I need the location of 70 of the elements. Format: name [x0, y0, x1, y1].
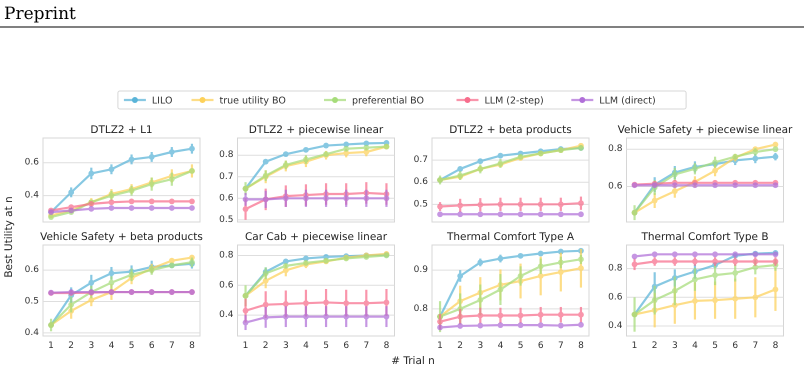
y-tick-label: 0.7: [219, 172, 234, 182]
x-tick-label: 3: [672, 341, 678, 351]
x-tick-label: 6: [343, 341, 350, 351]
y-tick-label: 0.4: [219, 310, 234, 320]
chart-title: DTLZ2 + beta products: [449, 124, 572, 136]
y-tick-label: 0.5: [414, 199, 428, 210]
y-tick-label: 0.6: [608, 182, 623, 192]
legend-label: LILO: [152, 95, 172, 106]
x-tick-label: 4: [498, 341, 504, 351]
text: # Trial n: [391, 355, 435, 367]
x-tick-label: 3: [88, 341, 94, 351]
legend-label: true utility BO: [220, 95, 286, 106]
y-tick-label: 0.9: [414, 265, 428, 276]
x-tick-label: 7: [168, 341, 175, 351]
x-tick-label: 5: [712, 341, 718, 351]
chart-title: Vehicle Safety + piecewise linear: [618, 124, 794, 136]
y-tick-label: 0.6: [608, 292, 623, 302]
x-tick-label: 4: [108, 341, 115, 351]
y-tick-label: 0.4: [608, 320, 623, 331]
x-tick-label: 5: [128, 341, 134, 351]
y-tick-label: 0.7: [414, 155, 428, 166]
x-tick-label: 1: [242, 341, 248, 351]
x-tick-label: 2: [652, 341, 658, 351]
y-tick-label: 0.6: [24, 265, 40, 276]
y-tick-label: 0.5: [219, 214, 234, 225]
x-tick-label: 3: [477, 341, 484, 351]
y-tick-label: 0.6: [219, 193, 234, 204]
x-tick-label: 7: [363, 341, 370, 351]
x-tick-label: 7: [558, 341, 564, 351]
x-tick-label: 8: [189, 341, 196, 351]
x-tick-label: 4: [692, 341, 698, 351]
y-tick-label: 0.4: [24, 190, 40, 201]
x-tick-label: 4: [303, 341, 310, 351]
legend-label: LLM (direct): [599, 95, 656, 106]
legend-label: preferential BO: [352, 95, 424, 106]
x-tick-label: 5: [518, 341, 524, 351]
x-tick-label: 8: [578, 341, 584, 351]
x-tick-label: 6: [148, 341, 155, 351]
y-tick-label: 0.8: [414, 304, 428, 314]
y-tick-label: 0.6: [219, 280, 234, 290]
x-tick-label: 1: [437, 341, 443, 351]
y-tick-label: 0.5: [24, 296, 39, 306]
x-tick-label: 8: [384, 341, 390, 351]
y-tick-label: 0.6: [414, 177, 428, 188]
y-tick-label: 0.8: [219, 150, 234, 160]
legend-label: LLM (2-step): [484, 95, 544, 106]
chart-title: DTLZ2 + piecewise linear: [248, 124, 384, 136]
chart-title: Car Cab + piecewise linear: [244, 231, 388, 243]
text: Preprint: [4, 4, 76, 24]
x-tick-label: 1: [632, 341, 638, 351]
x-tick-label: 8: [772, 341, 779, 351]
y-tick-label: 0.8: [219, 250, 234, 260]
chart-title: DTLZ2 + L1: [90, 124, 153, 136]
x-tick-label: 6: [732, 341, 738, 351]
x-tick-label: 2: [68, 341, 74, 351]
y-tick-label: 0.8: [608, 264, 623, 274]
chart-title: Thermal Comfort Type A: [446, 231, 575, 243]
y-tick-label: 0.6: [24, 158, 40, 168]
y-tick-label: 0.8: [608, 144, 623, 154]
x-tick-label: 2: [262, 341, 269, 351]
x-tick-label: 1: [48, 341, 54, 351]
y-axis-title: Best Utility at n: [3, 196, 15, 278]
x-tick-label: 5: [323, 341, 329, 351]
x-tick-label: 7: [752, 341, 758, 351]
chart-title: Vehicle Safety + beta products: [40, 231, 203, 243]
chart-title: Thermal Comfort Type B: [640, 231, 769, 243]
x-tick-label: 2: [457, 341, 464, 351]
x-tick-label: 3: [282, 341, 289, 351]
y-tick-label: 0.4: [24, 328, 40, 338]
x-tick-label: 6: [538, 341, 544, 351]
